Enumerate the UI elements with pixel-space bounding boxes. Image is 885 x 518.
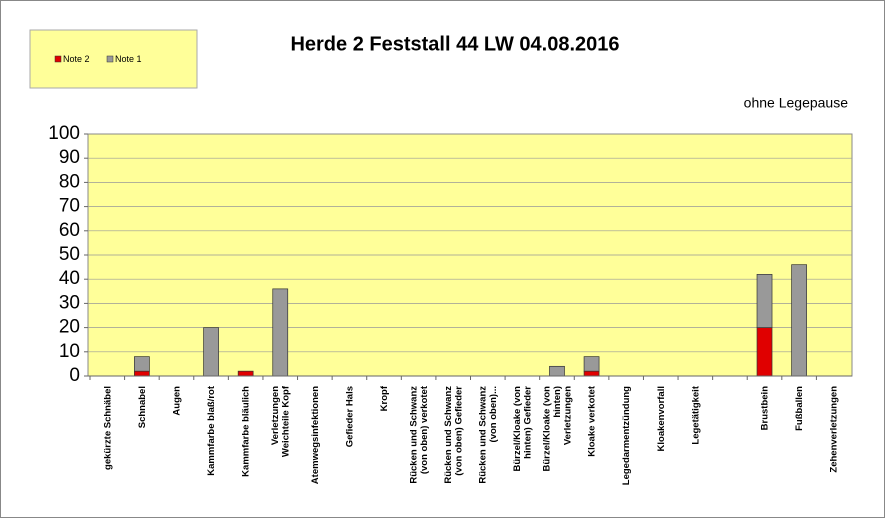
y-tick-label: 100: [48, 123, 80, 144]
x-tick-label: Bürzel/Kloake (vonhinten)Verletzungen: [541, 386, 573, 472]
bar-segment: [237, 370, 254, 377]
y-tick-label: 50: [59, 244, 80, 265]
x-tick-label: Rücken und Schwanz(von oben) Gefieder: [442, 386, 464, 484]
x-tick-label: Zehenverletzungen: [828, 386, 839, 473]
legend-label: Note 2: [63, 54, 90, 64]
y-tick-label: 10: [59, 341, 80, 362]
legend-label: Note 1: [115, 54, 142, 64]
bar-segment: [583, 356, 600, 372]
bar-segment: [134, 370, 150, 377]
x-tick-label: Legetätigkeit: [690, 385, 701, 444]
x-tick-label: Gefieder Hals: [344, 386, 355, 447]
legend-swatch: [106, 55, 114, 63]
chart-subtitle: ohne Legepause: [744, 95, 849, 111]
x-tick-label: Legedarmentzündung: [621, 386, 632, 485]
bar-segment: [272, 288, 289, 377]
y-tick-label: 0: [69, 365, 80, 386]
x-tick-label: Brustbein: [759, 386, 770, 431]
bar-segment: [583, 370, 600, 377]
x-tick-label: Kropf: [379, 385, 390, 411]
x-tick-label: Rücken und Schwanz(von oben)...: [477, 386, 499, 484]
x-tick-label: Kammfarbe blaß/rot: [206, 385, 217, 476]
x-tick-label: Augen: [171, 386, 182, 416]
x-tick-label: Atemwegsinfektionen: [309, 386, 320, 484]
bar-segment: [134, 356, 150, 372]
bar-segment: [203, 327, 219, 377]
chart-title: Herde 2 Feststall 44 LW 04.08.2016: [290, 33, 619, 55]
x-tick-label: gekürzte Schnäbel: [102, 386, 113, 470]
y-tick-label: 90: [59, 147, 80, 168]
bar-segment: [756, 274, 773, 328]
x-tick-label: Kloakenvorfall: [655, 386, 666, 451]
x-tick-label: Bürzel/Kloake (vonhinten) Gefieder: [512, 386, 534, 472]
bar-segment: [549, 365, 565, 377]
x-tick-label: Kammfarbe bläulich: [240, 386, 251, 477]
legend-swatch: [54, 55, 62, 63]
x-tick-label: Fußballen: [794, 386, 805, 431]
bar-segment: [756, 327, 773, 377]
y-tick-label: 80: [59, 171, 80, 192]
x-tick-label: Schnabel: [136, 386, 147, 428]
bar-segment: [791, 264, 807, 377]
y-tick-label: 70: [59, 196, 80, 217]
y-tick-label: 40: [59, 268, 80, 289]
y-tick-label: 20: [59, 317, 80, 338]
x-tick-label: Kloake verkotet: [586, 385, 597, 457]
x-tick-label: Rücken und Schwanz(von oben) verkotet: [408, 385, 430, 483]
x-tick-label: VerletzungenWeichteile Kopf: [270, 385, 292, 457]
y-tick-label: 60: [59, 220, 80, 241]
y-tick-label: 30: [59, 292, 80, 313]
